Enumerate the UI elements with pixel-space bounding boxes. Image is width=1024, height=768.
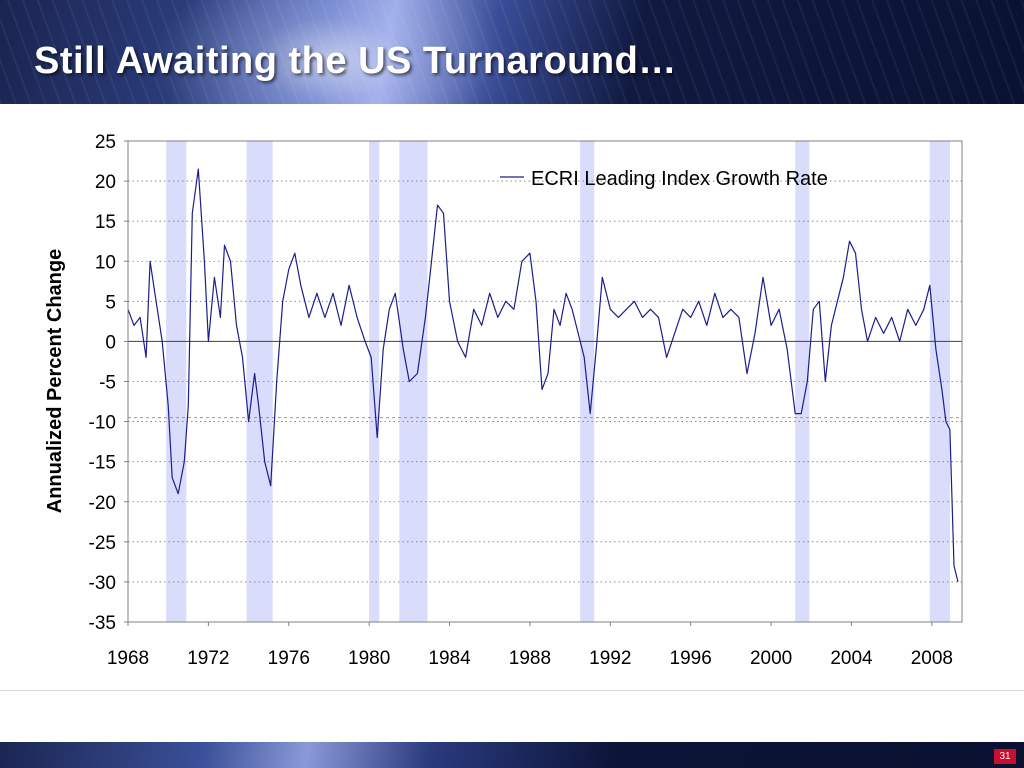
y-tick-label: -35 [89,613,116,634]
y-tick-label: 25 [95,132,116,153]
recession-band [369,141,380,622]
y-tick-label: 0 [105,332,116,353]
slide-title: Still Awaiting the US Turnaround… [34,40,677,82]
footer-rule [0,690,1024,691]
series-line [127,168,959,583]
header-light-burst [150,0,510,104]
x-axis-ticks: 1968 1972 1976 1980 1984 1988 1992 1996 2000 2004… [107,622,953,669]
y-tick-label: 20 [95,172,116,193]
y-tick-label: 10 [95,252,116,273]
y-tick-label: -30 [89,573,116,594]
header-light-rays [0,0,1024,104]
recession-band [166,141,187,622]
x-tick-label: 2000 [750,648,792,669]
x-tick-label: 1984 [428,648,471,669]
y-tick-label: 5 [105,292,116,313]
y-tick-label: -10 [89,413,116,434]
x-tick-label: 2004 [830,648,873,669]
y-tick-label: -20 [89,493,116,514]
y-axis-label: Annualized Percent Change [44,249,66,514]
x-tick-label: 1980 [348,648,390,669]
y-axis-ticks: 25 20 15 10 5 0 -5 -10 -15 -20 -25 -30 -35 [89,132,128,634]
legend-label: ECRI Leading Index Growth Rate [531,168,828,190]
slide-header [0,0,1024,104]
y-tick-label: -25 [89,533,116,554]
y-tick-label: -5 [99,373,116,394]
recession-bands [166,141,950,622]
x-tick-label: 1992 [589,648,631,669]
x-tick-label: 1996 [670,648,712,669]
y-tick-label: 15 [95,212,116,233]
page-number: 31 [994,749,1016,764]
legend: ECRI Leading Index Growth Rate [500,168,828,190]
recession-band [929,141,950,622]
x-tick-label: 1988 [509,648,551,669]
x-tick-label: 2008 [911,648,953,669]
x-tick-label: 1976 [268,648,310,669]
x-tick-label: 1968 [107,648,149,669]
reference-lines [128,340,962,419]
series-layer [127,168,959,583]
x-tick-label: 1972 [187,648,229,669]
slide-footer [0,742,1024,768]
y-tick-label: -15 [89,453,116,474]
